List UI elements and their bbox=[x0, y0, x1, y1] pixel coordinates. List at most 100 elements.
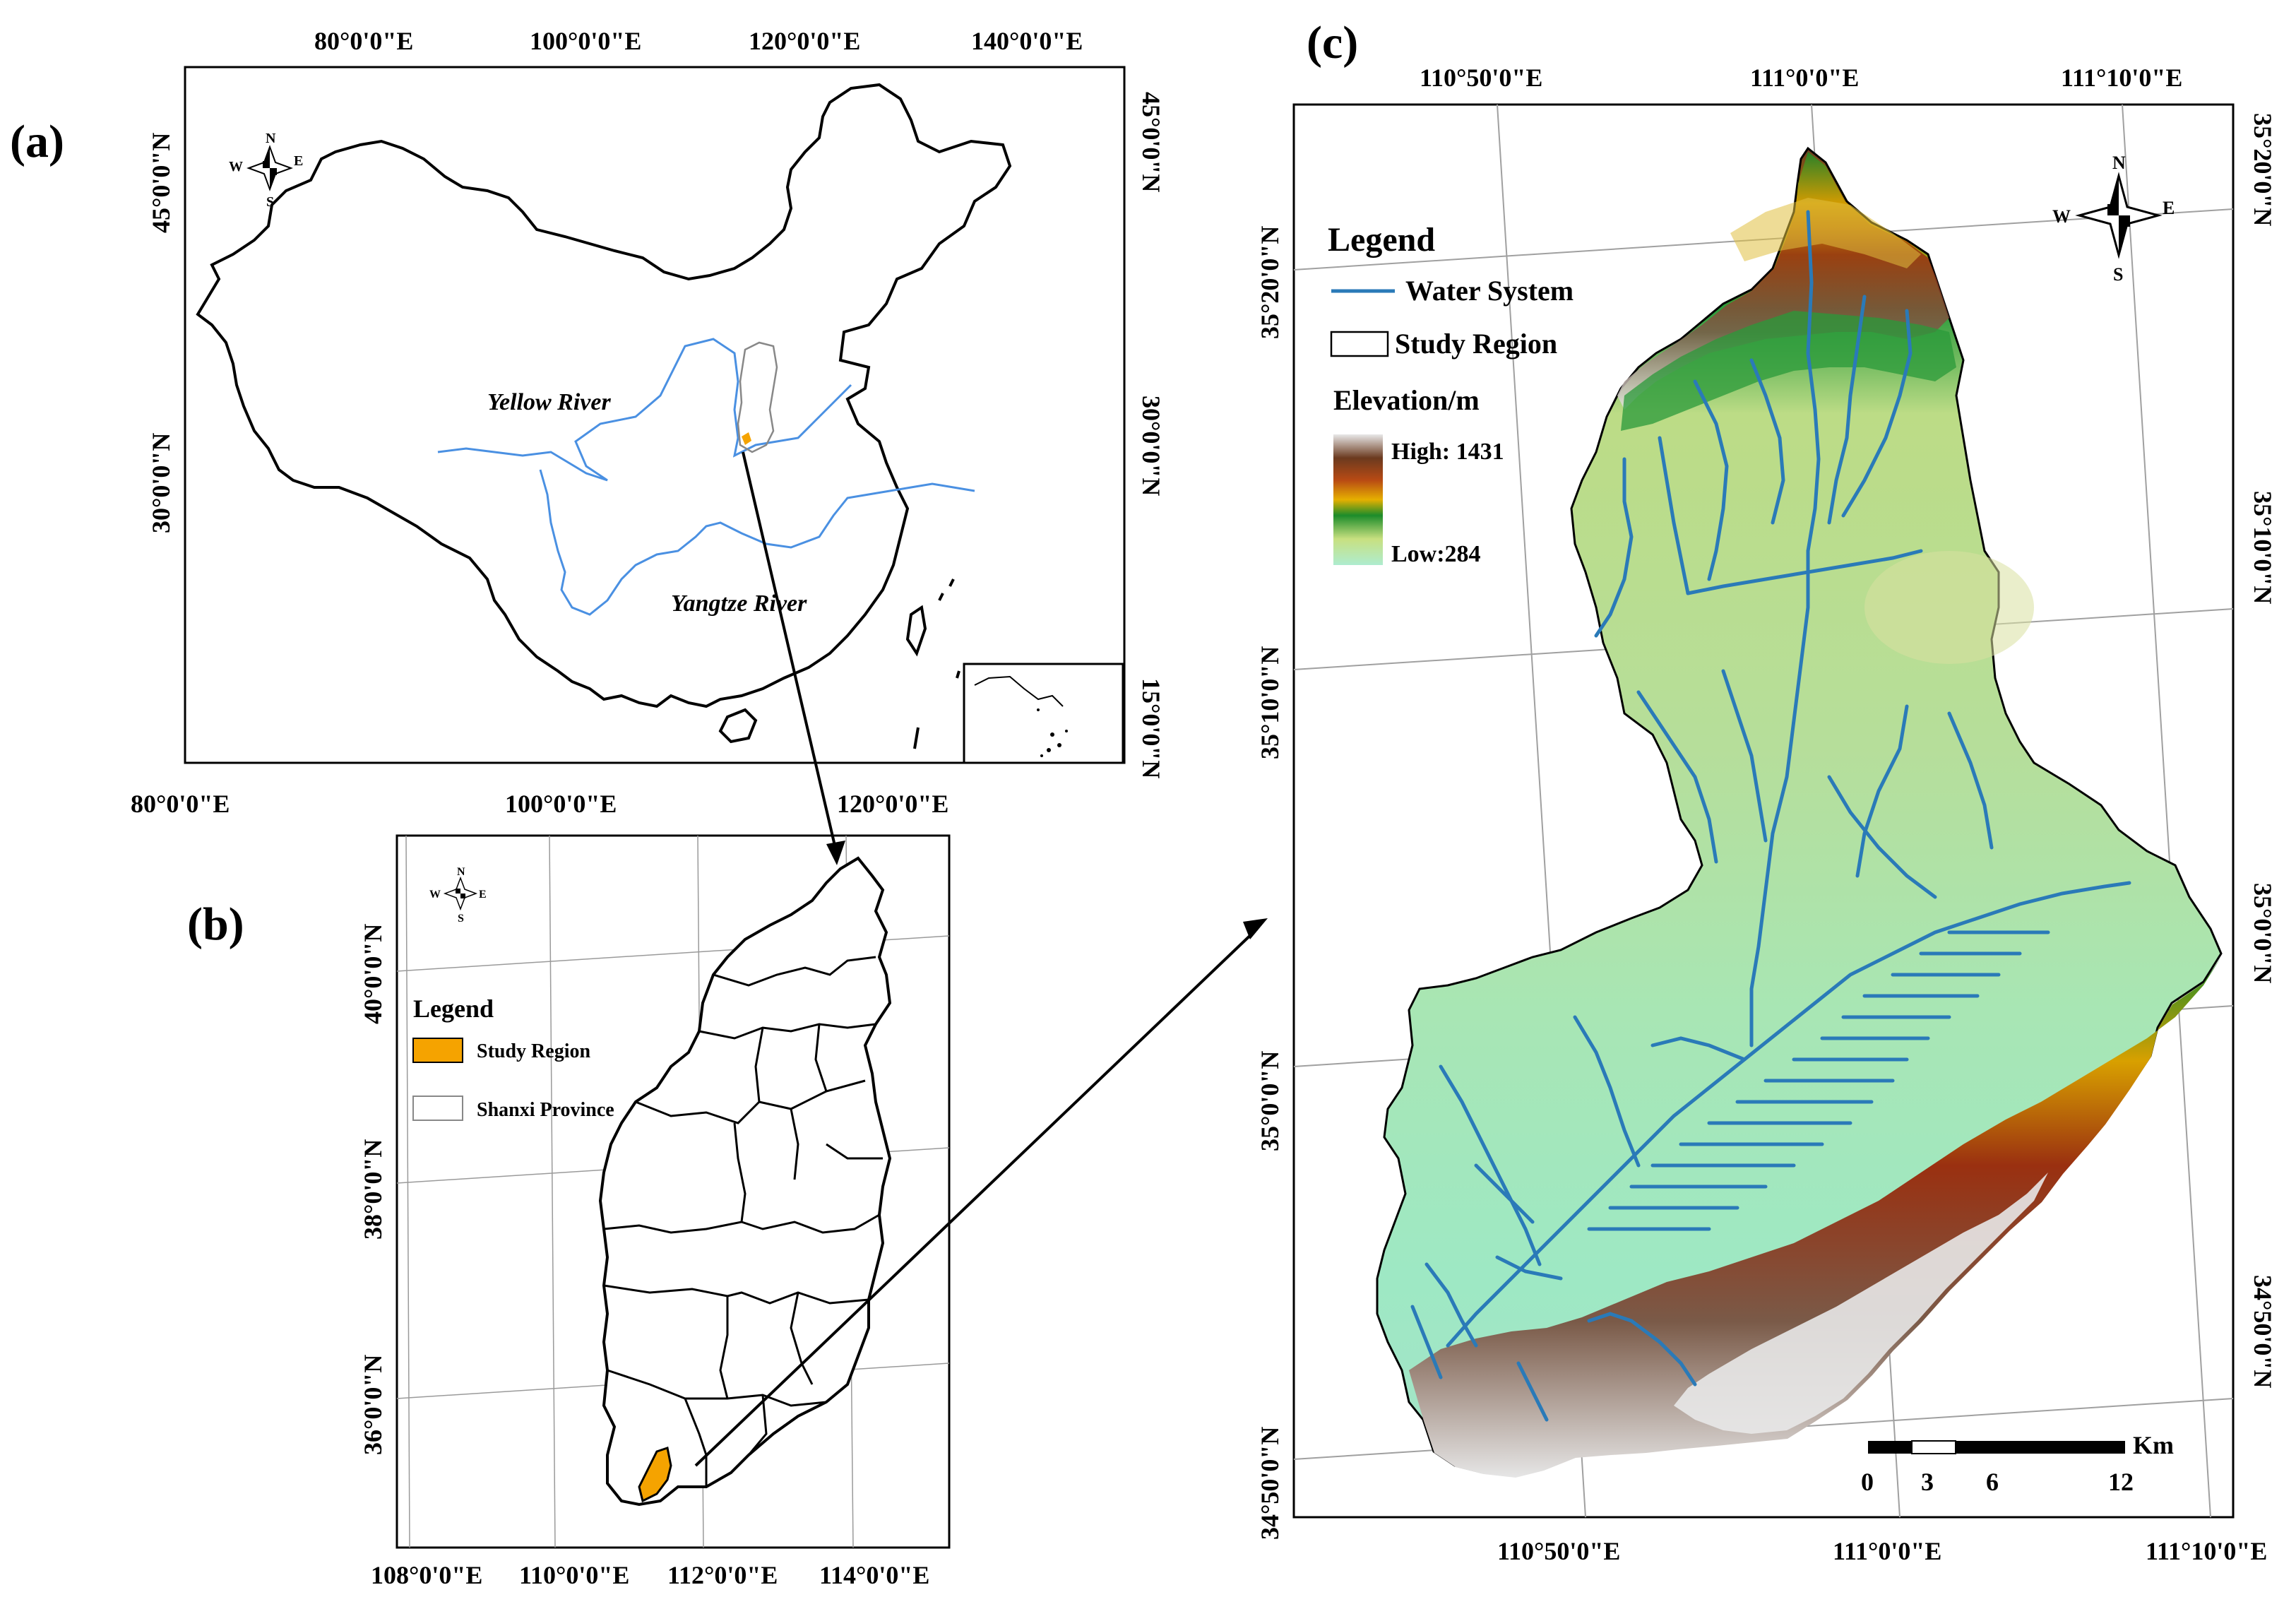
south-sea-islands bbox=[913, 578, 960, 749]
compass-c: N S E W bbox=[2052, 153, 2175, 285]
legend-b-study-region-swatch bbox=[412, 1038, 463, 1063]
panel-c-lon-bottom-2: 111°0'0"E bbox=[1833, 1537, 1941, 1565]
panel-b-legend-title: Legend bbox=[413, 995, 494, 1023]
compass-a-w: W bbox=[229, 159, 243, 174]
hainan-island bbox=[718, 708, 758, 744]
panel-a-lon-top-2: 100°0'0"E bbox=[530, 27, 641, 55]
panel-b-lat-2: 38°0'0"N bbox=[359, 1139, 387, 1240]
panel-a-lon-bottom-3: 120°0'0"E bbox=[837, 790, 948, 818]
inset-coastline bbox=[974, 675, 1064, 707]
compass-c-s: S bbox=[2113, 264, 2123, 285]
panel-a-frame bbox=[184, 66, 1126, 764]
legend-c-study-label: Study Region bbox=[1395, 328, 1557, 360]
shanxi-internal-boundaries bbox=[603, 956, 883, 1487]
scale-bar-tick-6: 6 bbox=[1986, 1468, 1999, 1496]
panel-a: (a) 80°0'0"E 100°0'0"E 120°0'0"E 140°0'0… bbox=[10, 27, 1165, 818]
compass-a-e: E bbox=[294, 153, 303, 169]
panel-c-frame bbox=[1292, 103, 2235, 1519]
arrow-a-to-b bbox=[742, 451, 838, 855]
china-outline bbox=[196, 83, 1012, 708]
panel-c-lat-right-3: 35°0'0"N bbox=[2249, 883, 2277, 983]
panel-c-lat-right-4: 34°50'0"N bbox=[2249, 1275, 2277, 1388]
panel-c-lat-left-3: 35°0'0"N bbox=[1256, 1051, 1284, 1151]
panel-c-lon-top-1: 110°50'0"E bbox=[1420, 64, 1542, 92]
scale-bar-tick-0: 0 bbox=[1861, 1468, 1874, 1496]
inset-islands bbox=[1037, 708, 1068, 757]
legend-b-study-region-label: Study Region bbox=[477, 1040, 590, 1062]
compass-c-e: E bbox=[2163, 198, 2175, 218]
compass-c-n: N bbox=[2112, 153, 2126, 173]
panel-c-lat-right-1: 35°20'0"N bbox=[2249, 113, 2277, 226]
legend-b-shanxi-swatch bbox=[412, 1096, 463, 1121]
panel-a-lon-top-1: 80°0'0"E bbox=[314, 27, 413, 55]
yangtze-river-line bbox=[539, 469, 975, 616]
panel-b-lon-2: 110°0'0"E bbox=[519, 1561, 629, 1589]
southern-ridge-snow bbox=[1674, 1172, 2048, 1434]
panel-a-lon-bottom-1: 80°0'0"E bbox=[131, 790, 230, 818]
panel-c-legend-title: Legend bbox=[1328, 221, 1435, 259]
arrow-b-to-c bbox=[694, 927, 1259, 1467]
highland-yellow-band bbox=[1730, 198, 1921, 268]
compass-a-s: S bbox=[266, 194, 274, 210]
legend-c-study-swatch bbox=[1330, 331, 1389, 357]
compass-a-n: N bbox=[266, 131, 276, 146]
water-system bbox=[1410, 210, 2131, 1422]
study-region-small bbox=[742, 432, 751, 445]
panel-b-lat-1: 40°0'0"N bbox=[359, 924, 387, 1024]
legend-c-water-label: Water System bbox=[1405, 275, 1574, 307]
compass-b: N S E W bbox=[429, 866, 487, 925]
yangtze-river-label: Yangtze River bbox=[671, 590, 807, 617]
southern-ridge bbox=[1409, 957, 2221, 1478]
panel-c-lat-right-2: 35°10'0"N bbox=[2249, 491, 2277, 604]
panel-a-lat-left-2: 30°0'0"N bbox=[147, 433, 175, 533]
panel-a-lon-bottom-2: 100°0'0"E bbox=[505, 790, 617, 818]
compass-b-e: E bbox=[479, 889, 487, 901]
panel-a-label: (a) bbox=[10, 116, 64, 167]
panel-c-lat-left-2: 35°10'0"N bbox=[1256, 646, 1284, 759]
panel-c-lon-bottom-3: 111°10'0"E bbox=[2146, 1537, 2267, 1565]
scale-bar-unit: Km bbox=[2133, 1431, 2174, 1459]
panel-b-lon-3: 112°0'0"E bbox=[667, 1561, 778, 1589]
scale-bar-tick-3: 3 bbox=[1921, 1468, 1934, 1496]
arrow-a-to-b-head bbox=[826, 841, 845, 865]
central-hill bbox=[1864, 551, 2034, 664]
scale-bar-tick-12: 12 bbox=[2108, 1468, 2134, 1496]
yellow-river-line bbox=[437, 338, 852, 482]
legend-c-elevation-high: High: 1431 bbox=[1391, 439, 1504, 465]
scale-bar: Km 0 3 6 12 bbox=[1861, 1431, 2174, 1496]
yellow-river-label: Yellow River bbox=[487, 389, 611, 415]
panel-a-lat-right-3: 15°0'0"N bbox=[1137, 678, 1165, 778]
compass-c-w: W bbox=[2052, 206, 2071, 227]
shanxi-province-outline bbox=[598, 856, 892, 1507]
study-region-shanxi bbox=[638, 1447, 672, 1503]
compass-b-w: W bbox=[429, 889, 441, 901]
legend-c-elevation-title: Elevation/m bbox=[1333, 384, 1480, 416]
shanxi-outline-small bbox=[737, 341, 778, 453]
compass-a: N S E W bbox=[229, 131, 303, 210]
panel-c-lon-top-3: 111°10'0"E bbox=[2061, 64, 2182, 92]
arrow-b-to-c-head bbox=[1243, 918, 1268, 939]
panel-b-lon-1: 108°0'0"E bbox=[371, 1561, 482, 1589]
panel-a-lat-right-2: 30°0'0"N bbox=[1137, 396, 1165, 496]
panel-b-label: (b) bbox=[187, 898, 244, 950]
panel-a-lon-top-3: 120°0'0"E bbox=[749, 27, 860, 55]
panel-c-lon-bottom-1: 110°50'0"E bbox=[1497, 1537, 1620, 1565]
panel-c-lat-left-1: 35°20'0"N bbox=[1256, 226, 1284, 339]
panel-c-lat-left-4: 34°50'0"N bbox=[1256, 1427, 1284, 1540]
compass-b-n: N bbox=[457, 866, 465, 878]
legend-b-shanxi-label: Shanxi Province bbox=[477, 1099, 614, 1121]
south-china-sea-inset bbox=[963, 663, 1124, 764]
panel-c-lon-top-2: 111°0'0"E bbox=[1750, 64, 1859, 92]
compass-b-s: S bbox=[458, 913, 464, 925]
legend-c-elevation-low: Low:284 bbox=[1391, 541, 1481, 567]
panel-b-frame bbox=[395, 834, 951, 1549]
panel-a-lat-left-1: 45°0'0"N bbox=[147, 133, 175, 233]
panel-c-label: (c) bbox=[1307, 17, 1358, 69]
panel-b-lon-4: 114°0'0"E bbox=[819, 1561, 929, 1589]
northern-highland bbox=[1617, 152, 1949, 410]
taiwan-island bbox=[905, 605, 927, 657]
panel-a-lon-top-4: 140°0'0"E bbox=[971, 27, 1083, 55]
panel-a-lat-right-1: 45°0'0"N bbox=[1137, 92, 1165, 192]
panel-b: (b) 108°0'0"E 110°0'0"E 112°0'0"E 114°0'… bbox=[187, 834, 951, 1589]
